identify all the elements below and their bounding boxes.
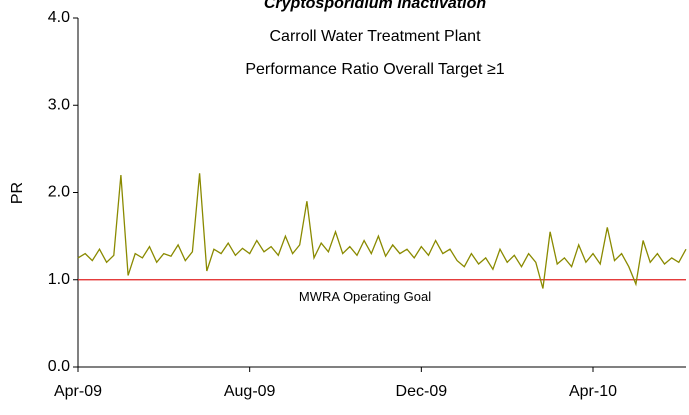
chart-subtitle: Performance Ratio Overall Target ≥1 bbox=[245, 61, 504, 78]
chart-title: Cryptosporidium Inactivation bbox=[264, 0, 486, 12]
data-line bbox=[77, 173, 687, 289]
y-tick-label: 0.0 bbox=[48, 358, 70, 375]
x-tick-label: Apr-09 bbox=[54, 383, 102, 400]
x-tick-label: Dec-09 bbox=[396, 383, 448, 400]
y-tick-label: 2.0 bbox=[48, 184, 70, 201]
x-tick-label: Apr-10 bbox=[569, 383, 617, 400]
reference-label: MWRA Operating Goal bbox=[299, 289, 431, 304]
y-tick-label: 3.0 bbox=[48, 96, 70, 113]
chart-subtitle: Carroll Water Treatment Plant bbox=[269, 28, 481, 45]
y-tick-label: 4.0 bbox=[48, 9, 70, 26]
x-tick-label: Aug-09 bbox=[224, 383, 276, 400]
y-axis-label: PR bbox=[9, 182, 26, 204]
y-tick-label: 1.0 bbox=[48, 271, 70, 288]
